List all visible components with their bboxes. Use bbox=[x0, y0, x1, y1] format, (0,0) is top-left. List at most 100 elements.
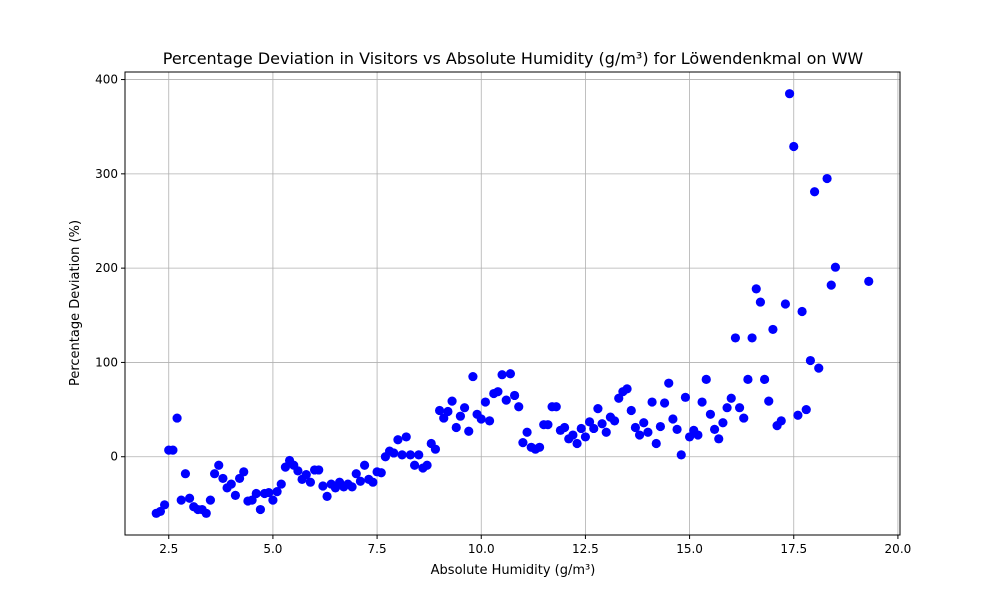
scatter-point bbox=[568, 430, 578, 440]
scatter-point bbox=[205, 495, 216, 505]
scatter-point bbox=[293, 466, 303, 476]
scatter-point bbox=[759, 374, 770, 385]
x-axis-label: Absolute Humidity (g/m³) bbox=[431, 563, 596, 578]
scatter-point bbox=[784, 89, 795, 99]
scatter-point bbox=[405, 450, 416, 460]
scatter-point bbox=[814, 363, 824, 373]
scatter-point bbox=[476, 414, 486, 424]
scatter-point bbox=[651, 438, 661, 449]
scatter-point bbox=[726, 393, 736, 403]
scatter-point bbox=[351, 469, 361, 479]
scatter-point bbox=[493, 387, 503, 397]
scatter-point bbox=[501, 395, 511, 405]
scatter-point bbox=[551, 402, 561, 412]
scatter-point bbox=[234, 473, 245, 484]
scatter-point bbox=[830, 262, 841, 272]
scatter-point bbox=[376, 468, 386, 478]
scatter-point bbox=[755, 297, 766, 307]
scatter-point bbox=[622, 384, 632, 394]
grid-lines bbox=[125, 72, 900, 535]
scatter-point bbox=[680, 392, 691, 402]
scatter-point bbox=[534, 442, 545, 452]
scatter-point bbox=[430, 444, 441, 454]
scatter-point bbox=[518, 437, 528, 448]
scatter-point bbox=[434, 405, 445, 416]
scatter-point bbox=[314, 465, 324, 475]
scatter-point bbox=[318, 481, 328, 491]
scatter-point bbox=[301, 470, 311, 480]
scatter-point bbox=[230, 490, 241, 500]
scatter-point bbox=[484, 416, 495, 426]
scatter-point bbox=[439, 413, 449, 423]
scatter-point bbox=[464, 426, 474, 436]
scatter-point bbox=[597, 419, 607, 429]
scatter-point bbox=[401, 432, 411, 442]
scatter-point bbox=[601, 427, 611, 437]
scatter-point bbox=[664, 378, 674, 388]
scatter-point bbox=[809, 187, 820, 197]
x-tick-label: 12.5 bbox=[572, 542, 599, 556]
scatter-point bbox=[718, 418, 728, 428]
scatter-point bbox=[780, 299, 791, 309]
scatter-point bbox=[455, 411, 466, 421]
scatter-point bbox=[768, 324, 778, 335]
scatter-point bbox=[155, 506, 166, 517]
scatter-point bbox=[722, 403, 732, 413]
scatter-point bbox=[347, 482, 357, 492]
scatter-point bbox=[801, 404, 811, 415]
scatter-point bbox=[659, 398, 670, 408]
y-tick-label: 200 bbox=[95, 261, 118, 275]
scatter-point bbox=[359, 460, 370, 470]
scatter-point bbox=[743, 374, 753, 385]
scatter-point bbox=[734, 403, 745, 413]
scatter-point bbox=[576, 423, 586, 434]
scatter-point bbox=[614, 393, 624, 403]
axis-ticks: 2.5 5.0 7.5 10.0 12.5 15.0 17.5 20.0 0 100 200 300 4… bbox=[95, 73, 911, 556]
y-tick-label: 100 bbox=[95, 355, 118, 369]
scatter-point bbox=[514, 402, 524, 412]
scatter-point bbox=[714, 434, 724, 444]
scatter-point bbox=[701, 374, 711, 385]
scatter-point bbox=[739, 413, 749, 423]
scatter-point bbox=[409, 460, 420, 470]
scatter-point bbox=[793, 410, 803, 420]
scatter-point bbox=[730, 333, 741, 343]
scatter-point bbox=[480, 397, 491, 407]
scatter-point bbox=[447, 396, 457, 406]
x-tick-label: 15.0 bbox=[676, 542, 703, 556]
scatter-point bbox=[264, 487, 274, 498]
scatter-point bbox=[251, 488, 261, 499]
scatter-point bbox=[397, 450, 407, 460]
scatter-point bbox=[543, 420, 553, 430]
scatter-point bbox=[214, 460, 224, 470]
scatter-point bbox=[226, 479, 236, 489]
x-tick-label: 10.0 bbox=[468, 542, 495, 556]
scatter-point bbox=[201, 508, 211, 518]
scatter-point bbox=[655, 421, 666, 432]
scatter-point bbox=[180, 469, 191, 479]
scatter-point bbox=[751, 284, 761, 294]
y-axis-label: Percentage Deviation (%) bbox=[68, 220, 83, 386]
scatter-point bbox=[522, 427, 532, 437]
scatter-point bbox=[255, 504, 266, 515]
scatter-point bbox=[209, 469, 220, 479]
scatter-point bbox=[797, 306, 807, 317]
y-tick-label: 400 bbox=[95, 73, 118, 87]
scatter-point bbox=[218, 473, 228, 484]
scatter-point bbox=[497, 370, 507, 380]
scatter-point bbox=[443, 406, 453, 417]
scatter-point bbox=[705, 409, 716, 419]
scatter-point bbox=[168, 445, 178, 455]
scatter-point bbox=[676, 450, 686, 460]
plot-frame bbox=[124, 71, 901, 536]
x-tick-label: 2.5 bbox=[159, 542, 178, 556]
scatter-point bbox=[609, 416, 620, 426]
scatter-point bbox=[451, 422, 461, 433]
scatter-point bbox=[239, 467, 249, 477]
x-tick-label: 17.5 bbox=[780, 542, 807, 556]
scatter-point bbox=[159, 500, 170, 510]
scatter-point bbox=[643, 427, 653, 437]
scatter-point bbox=[572, 438, 582, 449]
scatter-point bbox=[647, 397, 657, 407]
